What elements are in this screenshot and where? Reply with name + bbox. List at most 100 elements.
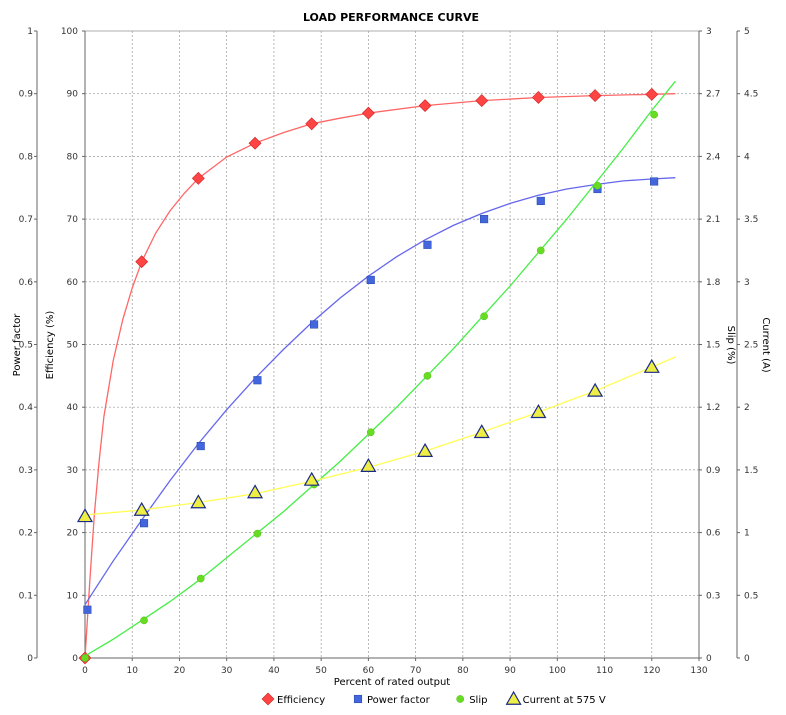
- power-factor-tick-label: 1: [27, 27, 33, 37]
- current-tick-label: 0: [744, 654, 750, 664]
- legend-item-power-factor: Power factor: [353, 694, 431, 706]
- chart-title: LOAD PERFORMANCE CURVE: [303, 11, 479, 24]
- y-axis-titles: Power factor Efficiency (%) Slip (%) Cur…: [12, 311, 771, 380]
- current-at-575-v-point: [360, 457, 377, 472]
- legend-square-icon: [353, 694, 363, 704]
- x-tick-label: 30: [221, 666, 233, 676]
- current-at-575-v-point: [76, 508, 94, 523]
- power-factor-tick-label: 0.9: [19, 90, 34, 100]
- slip-point: [81, 654, 89, 662]
- slip-point: [423, 372, 432, 380]
- current-at-575-v-point: [417, 442, 434, 457]
- efficiency-point: [588, 89, 602, 103]
- current-tick-label: 1.5: [744, 466, 758, 476]
- power-factor-line: [84, 177, 676, 606]
- x-tick-label: 10: [127, 666, 139, 676]
- current-at-575-v-point: [246, 484, 264, 499]
- power-factor-tick-label: 0.4: [19, 403, 34, 413]
- power-factor-point: [83, 605, 92, 614]
- efficiency-point: [645, 87, 659, 101]
- efficiency-tick-label: 70: [67, 215, 79, 225]
- power-factor-point: [196, 442, 205, 451]
- x-tick-label: 130: [690, 666, 707, 676]
- power-factor-point: [366, 275, 375, 284]
- legend-label: Efficiency: [277, 695, 325, 706]
- power-factor-tick-label: 0.1: [19, 591, 33, 601]
- power-factor-point: [650, 177, 659, 186]
- current-at-575-v-series: [76, 356, 676, 523]
- current-tick-label: 1: [744, 529, 750, 539]
- current-tick-label: 4: [744, 152, 750, 162]
- power-factor-tick-label: 0: [27, 654, 33, 664]
- legend-item-current-at-575-v: Current at 575 V: [505, 690, 606, 706]
- power-factor-tick-label: 0.2: [19, 529, 33, 539]
- slip-tick-label: 2.1: [706, 215, 720, 225]
- efficiency-series: [78, 87, 676, 665]
- x-tick-label: 80: [457, 666, 469, 676]
- power-factor-point: [310, 320, 319, 329]
- efficiency-point: [305, 117, 319, 131]
- efficiency-point: [418, 99, 432, 113]
- efficiency-point: [191, 171, 205, 185]
- efficiency-point: [475, 94, 489, 108]
- axes: 0 10 20 30 40 50 60 70 80 90 100 110 120 13000.10.20.…: [19, 27, 759, 676]
- current-at-575-v-point: [643, 358, 660, 373]
- legend-item-slip: Slip: [456, 695, 487, 706]
- slip-series: [81, 80, 676, 662]
- power-factor-point: [139, 519, 149, 528]
- plot-frame: [84, 30, 700, 659]
- legend-item-efficiency: Efficiency: [261, 692, 325, 706]
- efficiency-tick-label: 60: [67, 278, 79, 288]
- slip-point: [253, 529, 262, 538]
- slip-tick-label: 1.2: [706, 403, 720, 413]
- efficiency-point: [135, 255, 149, 269]
- current-at-575-v-point: [530, 404, 547, 419]
- power-factor-axis-label: Power factor: [12, 313, 23, 377]
- slip-tick-label: 1.5: [706, 341, 720, 351]
- efficiency-tick-label: 30: [67, 466, 79, 476]
- efficiency-axis-label: Efficiency (%): [45, 311, 56, 380]
- efficiency-tick-label: 80: [67, 152, 79, 162]
- current-tick-label: 2.5: [744, 341, 758, 351]
- slip-point: [480, 312, 488, 321]
- slip-tick-label: 0.9: [706, 466, 721, 476]
- slip-point: [593, 181, 602, 190]
- current-axis-label: Current (A): [760, 317, 771, 372]
- current-at-575-v-point: [473, 424, 490, 439]
- slip-axis-label: Slip (%): [725, 326, 736, 365]
- power-factor-point: [536, 196, 545, 205]
- current-at-575-v-line: [84, 356, 676, 516]
- legend-diamond-icon: [261, 692, 275, 706]
- slip-point: [366, 428, 375, 437]
- slip-point: [650, 110, 658, 119]
- current-tick-label: 5: [744, 27, 750, 37]
- efficiency-tick-label: 90: [67, 90, 79, 100]
- current-tick-label: 0.5: [744, 591, 758, 601]
- efficiency-point: [531, 91, 545, 104]
- current-at-575-v-point: [133, 501, 150, 516]
- legend: Efficiency Power factor Slip Current at 575…: [261, 690, 606, 706]
- power-factor-tick-label: 0.3: [19, 466, 33, 476]
- efficiency-tick-label: 0: [72, 654, 78, 664]
- x-tick-label: 100: [549, 666, 566, 676]
- slip-point: [196, 574, 205, 583]
- legend-label: Power factor: [367, 695, 431, 706]
- efficiency-tick-label: 100: [61, 27, 78, 37]
- efficiency-tick-label: 20: [67, 529, 79, 539]
- x-tick-label: 20: [174, 666, 186, 676]
- x-tick-label: 90: [504, 666, 516, 676]
- x-tick-label: 40: [268, 666, 280, 676]
- x-tick-label: 120: [643, 666, 660, 676]
- power-factor-tick-label: 0.6: [19, 278, 34, 288]
- slip-point: [536, 246, 545, 255]
- grid: [84, 30, 700, 659]
- legend-triangle-icon: [505, 690, 522, 705]
- power-factor-tick-label: 0.8: [19, 152, 34, 162]
- slip-tick-label: 1.8: [706, 278, 721, 288]
- x-tick-label: 110: [596, 666, 613, 676]
- slip-tick-label: 0.6: [706, 529, 721, 539]
- current-tick-label: 3: [744, 278, 750, 288]
- power-factor-tick-label: 0.7: [19, 215, 33, 225]
- x-tick-label: 60: [363, 666, 375, 676]
